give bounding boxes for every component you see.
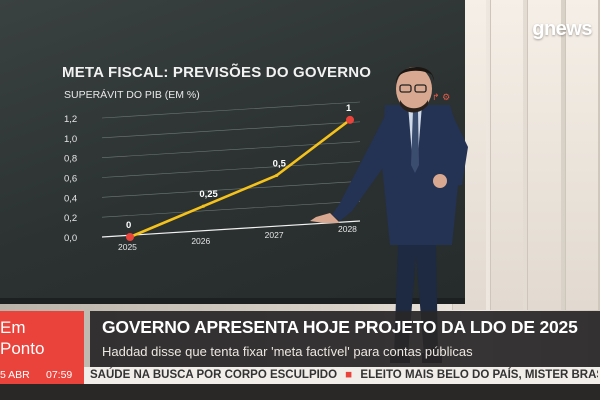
data-point (346, 115, 354, 124)
y-tick-label: 0,8 (64, 154, 77, 165)
grid-line (101, 200, 361, 218)
headline-bar: GOVERNO APRESENTA HOJE PROJETO DA LDO DE… (90, 311, 600, 367)
headline: GOVERNO APRESENTA HOJE PROJETO DA LDO DE… (102, 317, 578, 337)
lower-third: Em Ponto GOVERNO APRESENTA HOJE PROJETO … (0, 310, 600, 400)
program-name-line1: Em (0, 318, 26, 337)
program-name-line2: Ponto (0, 339, 45, 358)
data-point (201, 204, 205, 208)
grid-line (101, 121, 361, 139)
settings-icon: ⚙ (442, 92, 451, 102)
x-tick-label: 2025 (118, 242, 137, 250)
program-name-box: Em Ponto (0, 311, 84, 373)
grid-line (101, 181, 361, 198)
y-tick-label: 0,0 (64, 233, 77, 244)
x-tick-label: 2026 (191, 236, 210, 246)
subheadline: Haddad disse que tenta fixar 'meta factí… (102, 344, 473, 359)
y-tick-label: 1,2 (64, 114, 77, 125)
ticker-text: SAÚDE NA BUSCA POR CORPO ESCULPIDO ■ ELE… (90, 367, 598, 384)
chart-y-axis-label: SUPERÁVIT DO PIB (EM %) (64, 89, 200, 101)
data-point (275, 173, 279, 178)
ticker-time: 07:59 (46, 369, 73, 381)
ticker-item: SAÚDE NA BUSCA POR CORPO ESCULPIDO (90, 369, 338, 381)
x-tick-label: 2028 (338, 224, 357, 234)
data-label: 1 (346, 103, 352, 114)
y-tick-label: 1,0 (64, 134, 77, 145)
series-line (129, 118, 351, 239)
line-chart: 0,0 0,2 0,4 0,6 0,8 1,0 1,2 2025 2026 2027 2028 0 0,… (64, 101, 361, 250)
grid-line (101, 161, 361, 178)
data-label: 0 (126, 220, 131, 231)
news-ticker: 5 ABR 07:59 SAÚDE NA BUSCA POR CORPO ESC… (0, 367, 600, 384)
chart-title: META FISCAL: PREVISÕES DO GOVERNO (62, 64, 372, 81)
data-label: 0,5 (273, 158, 287, 169)
x-tick-label: 2027 (265, 230, 284, 240)
x-axis-line (101, 220, 361, 238)
grid-line (101, 101, 361, 119)
y-tick-label: 0,4 (64, 193, 77, 204)
share-icon: ↱ (432, 92, 440, 102)
bottom-strip (0, 384, 600, 400)
studio-wall-panels (450, 0, 600, 310)
data-point (126, 233, 134, 241)
ticker-separator: ■ (345, 369, 353, 381)
y-tick-label: 0,2 (64, 213, 77, 224)
channel-logo: gnews (532, 18, 592, 40)
ticker-datetime: 5 ABR 07:59 (0, 367, 84, 384)
screen-icons: ↱ ⚙ (432, 92, 450, 103)
data-label: 0,25 (199, 189, 218, 200)
y-tick-label: 0,6 (64, 174, 77, 185)
ticker-date: 5 ABR (0, 369, 30, 381)
ticker-item: ELEITO MAIS BELO DO PAÍS, MISTER BRASIL (360, 369, 598, 381)
